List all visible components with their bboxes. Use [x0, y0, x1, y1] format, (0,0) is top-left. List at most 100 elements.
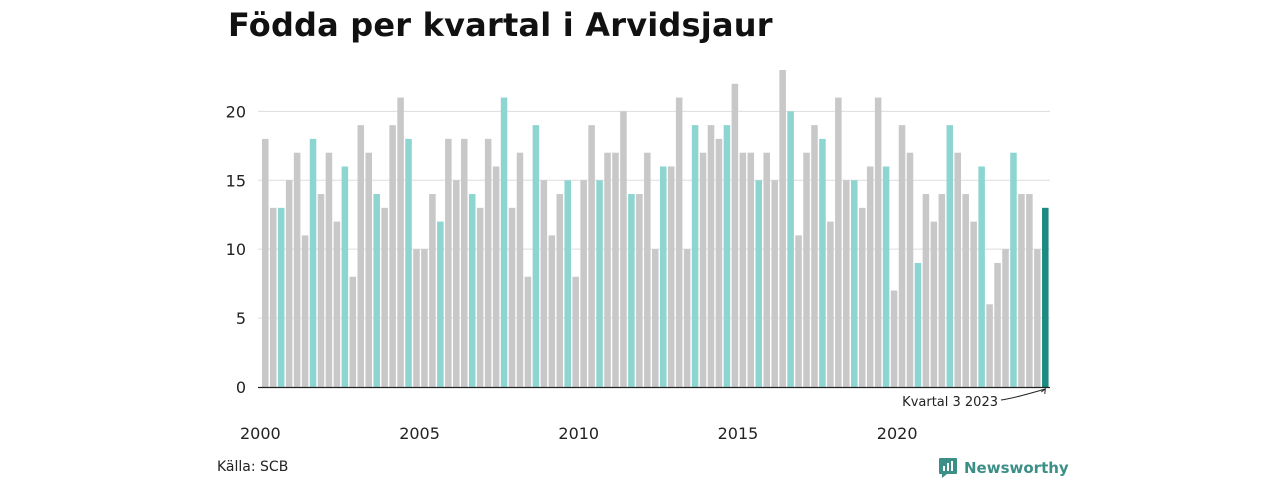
- bar: [413, 249, 420, 387]
- bar: [715, 138, 723, 387]
- x-axis-labels: 2000 2005 2010 2015 2020: [240, 424, 918, 443]
- y-tick-label: 20: [226, 102, 246, 121]
- bar: [763, 152, 770, 387]
- bar: [1002, 249, 1009, 387]
- x-tick-label: 2015: [718, 424, 759, 443]
- bar: [827, 221, 834, 387]
- bar: [914, 262, 922, 387]
- bar: [564, 180, 571, 387]
- bar: [333, 221, 341, 387]
- bar: [644, 152, 651, 387]
- bar: [675, 97, 683, 387]
- bar: [1034, 249, 1041, 387]
- bar: [659, 166, 667, 387]
- chart-title: Födda per kvartal i Arvidsjaur: [228, 6, 773, 44]
- bar: [349, 276, 357, 387]
- bar: [476, 207, 484, 387]
- bar: [269, 207, 277, 387]
- bar: [540, 180, 548, 387]
- bar: [628, 194, 635, 387]
- bar: [707, 125, 715, 387]
- bar: [262, 138, 269, 387]
- bar: [556, 194, 564, 387]
- bar: [683, 249, 691, 387]
- bar: [405, 138, 412, 387]
- bar: [890, 290, 898, 387]
- x-tick-label: 2005: [399, 424, 440, 443]
- bar: [874, 97, 882, 387]
- bar: [532, 125, 540, 387]
- bar: [548, 235, 556, 387]
- bar: [524, 276, 532, 387]
- bar: [930, 221, 938, 387]
- bar: [795, 235, 802, 387]
- bar: [851, 180, 858, 387]
- bar: [365, 152, 372, 387]
- annotation-group: Kvartal 3 2023: [902, 387, 1046, 410]
- bar: [381, 207, 388, 387]
- bar: [460, 138, 468, 387]
- bar: [1010, 152, 1017, 387]
- x-tick-label: 2010: [558, 424, 599, 443]
- bar: [922, 194, 930, 387]
- bar: [946, 125, 954, 387]
- brand-name: Newsworthy: [964, 459, 1069, 477]
- bar: [835, 97, 842, 387]
- bar: [739, 152, 747, 387]
- bar: [357, 125, 365, 387]
- y-tick-label: 5: [236, 309, 246, 328]
- bar: [445, 138, 452, 387]
- bar: [588, 125, 595, 387]
- bar: [866, 166, 874, 387]
- bar: [572, 276, 579, 387]
- bar: [667, 166, 675, 387]
- bar: [277, 207, 285, 387]
- y-tick-label: 15: [226, 171, 246, 190]
- bar: [453, 180, 460, 387]
- bar: [620, 111, 627, 387]
- bar: [858, 207, 866, 387]
- bar: [787, 111, 794, 387]
- bar: [1042, 207, 1049, 387]
- y-axis-labels: 0 5 10 15 20: [226, 102, 246, 397]
- bar: [508, 207, 516, 387]
- bar: [986, 304, 993, 387]
- bar: [699, 152, 707, 387]
- bar: [612, 152, 619, 387]
- source-label: Källa: SCB: [217, 459, 289, 475]
- bar: [954, 152, 962, 387]
- bar: [819, 138, 826, 387]
- bar: [301, 235, 309, 387]
- bar: [755, 180, 763, 387]
- bar: [882, 166, 890, 387]
- bar: [970, 221, 977, 387]
- bar: [580, 180, 587, 387]
- bar: [938, 194, 946, 387]
- bar: [341, 166, 349, 387]
- bar: [293, 152, 301, 387]
- bar: [994, 262, 1001, 387]
- bar: [484, 138, 492, 387]
- bar: [652, 249, 659, 387]
- bar: [978, 166, 985, 387]
- bar: [500, 97, 508, 387]
- bar: [397, 97, 404, 387]
- bar: [285, 180, 293, 387]
- bar: [429, 194, 436, 387]
- bar: [1026, 194, 1033, 387]
- bar: [309, 138, 317, 387]
- bar: [492, 166, 500, 387]
- y-tick-label: 10: [226, 240, 246, 259]
- bar: [962, 194, 969, 387]
- bar: [731, 83, 739, 387]
- bar: [723, 125, 731, 387]
- bar: [906, 152, 914, 387]
- bar: [389, 125, 396, 387]
- bar: [325, 152, 333, 387]
- bar: [317, 194, 325, 387]
- bar: [771, 180, 778, 387]
- bar: [604, 152, 611, 387]
- bar: [373, 194, 380, 387]
- bar: [747, 152, 755, 387]
- bar: [691, 125, 699, 387]
